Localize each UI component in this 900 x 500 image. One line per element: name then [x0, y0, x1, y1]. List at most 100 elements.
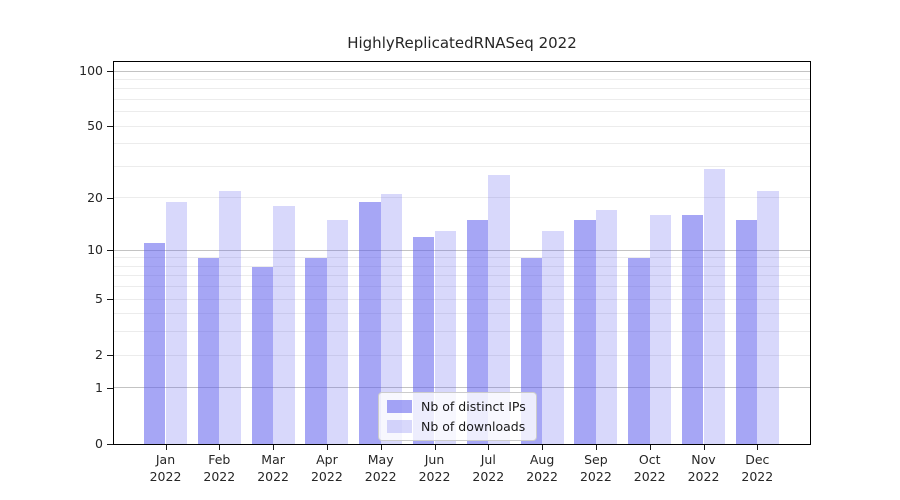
bar-nb-of-distinct-ips-feb-2022 — [197, 257, 220, 444]
y-tick-label-50: 50 — [87, 118, 103, 134]
x-tick-dec-2022 — [757, 445, 759, 450]
x-tick-label-line: 2022 — [203, 468, 236, 484]
y-tick-label-5: 5 — [95, 291, 103, 307]
y-tick-50 — [107, 125, 113, 127]
legend-swatch-distinct-ips — [387, 400, 412, 413]
y-tick-label-1: 1 — [95, 380, 103, 395]
bar-nb-of-distinct-ips-apr-2022 — [305, 257, 327, 444]
bar-nb-of-downloads-nov-2022 — [703, 169, 726, 444]
gridline-10 — [114, 249, 810, 251]
gridlines-layer — [114, 62, 810, 444]
gridline-80 — [114, 88, 810, 90]
x-tick-label-apr-2022: Apr 2022 — [295, 452, 359, 485]
x-tick-label-may-2022: May 2022 — [349, 452, 413, 485]
x-tick-label-line: Apr — [316, 452, 338, 467]
x-tick-may-2022 — [380, 445, 382, 450]
bar-nb-of-downloads-jan-2022 — [165, 201, 188, 444]
y-tick-100 — [107, 70, 113, 72]
bar-nb-of-downloads-jul-2022 — [488, 174, 510, 444]
x-tick-apr-2022 — [326, 445, 328, 450]
x-tick-label-line: 2022 — [687, 468, 720, 484]
y-tick-label-100: 100 — [79, 63, 103, 79]
legend-swatch-downloads — [387, 420, 412, 433]
gridline-9 — [114, 257, 810, 259]
gridline-2 — [114, 354, 810, 356]
bar-nb-of-distinct-ips-dec-2022 — [735, 220, 758, 444]
x-tick-label-jan-2022: Jan 2022 — [134, 452, 198, 485]
gridline-4 — [114, 313, 810, 315]
gridline-100 — [114, 70, 810, 72]
legend: Nb of distinct IPs Nb of downloads — [378, 392, 537, 441]
bar-nb-of-distinct-ips-mar-2022 — [251, 266, 274, 444]
y-tick-20 — [107, 197, 113, 199]
y-tick-5 — [107, 298, 113, 300]
x-tick-label-aug-2022: Aug 2022 — [510, 452, 574, 485]
gridline-70 — [114, 99, 810, 101]
bar-nb-of-downloads-may-2022 — [380, 194, 403, 444]
gridline-60 — [114, 111, 810, 113]
x-tick-label-line: 2022 — [364, 468, 397, 484]
x-tick-jul-2022 — [488, 445, 490, 450]
x-tick-label-oct-2022: Oct 2022 — [618, 452, 682, 485]
x-tick-label-line: Mar — [261, 452, 285, 467]
legend-row-distinct-ips: Nb of distinct IPs — [387, 399, 526, 414]
x-tick-aug-2022 — [542, 445, 544, 450]
x-tick-label-line: Jul — [480, 452, 496, 467]
x-tick-label-line: Feb — [208, 452, 231, 467]
y-tick-2 — [107, 354, 113, 356]
bar-nb-of-downloads-oct-2022 — [649, 215, 672, 444]
bar-nb-of-downloads-mar-2022 — [273, 206, 295, 444]
x-tick-label-sep-2022: Sep 2022 — [564, 452, 628, 485]
gridline-7 — [114, 275, 810, 277]
x-tick-label-jul-2022: Jul 2022 — [456, 452, 520, 485]
bar-nb-of-distinct-ips-nov-2022 — [681, 215, 704, 444]
y-tick-label-10: 10 — [87, 242, 103, 258]
gridline-20 — [114, 197, 810, 199]
x-tick-label-line: May — [367, 452, 394, 467]
bar-nb-of-downloads-aug-2022 — [542, 230, 564, 444]
x-tick-label-line: Dec — [745, 452, 770, 467]
bar-nb-of-distinct-ips-may-2022 — [359, 201, 381, 444]
bar-nb-of-downloads-dec-2022 — [757, 190, 779, 444]
x-tick-label-feb-2022: Feb 2022 — [187, 452, 251, 485]
gridline-6 — [114, 286, 810, 288]
chart-title: HighlyReplicatedRNASeq 2022 — [347, 34, 577, 52]
x-tick-feb-2022 — [219, 445, 221, 450]
x-tick-label-line: 2022 — [310, 468, 343, 484]
y-tick-1 — [107, 387, 113, 389]
x-tick-label-line: 2022 — [741, 468, 774, 484]
x-tick-jun-2022 — [434, 445, 436, 450]
legend-label-distinct-ips: Nb of distinct IPs — [421, 399, 526, 414]
gridline-30 — [114, 166, 810, 167]
bar-nb-of-downloads-sep-2022 — [595, 210, 618, 444]
legend-row-downloads: Nb of downloads — [387, 419, 526, 434]
bar-nb-of-distinct-ips-jan-2022 — [143, 243, 166, 444]
x-tick-label-line: Jun — [424, 452, 445, 467]
bar-nb-of-downloads-apr-2022 — [326, 220, 349, 444]
bar-nb-of-downloads-feb-2022 — [219, 190, 241, 444]
x-tick-label-dec-2022: Dec 2022 — [725, 452, 789, 485]
gridline-40 — [114, 143, 810, 145]
x-tick-label-line: 2022 — [257, 468, 289, 484]
plot-area: Nb of distinct IPs Nb of downloads — [113, 61, 811, 445]
x-tick-label-line: Oct — [638, 452, 661, 467]
x-tick-label-line: 2022 — [472, 468, 505, 484]
x-tick-label-line: Aug — [529, 452, 555, 467]
gridline-3 — [114, 331, 810, 333]
x-tick-label-mar-2022: Mar 2022 — [241, 452, 305, 485]
x-tick-label-line: 2022 — [579, 468, 612, 484]
bar-nb-of-distinct-ips-jul-2022 — [466, 220, 489, 444]
y-tick-label-20: 20 — [87, 190, 103, 205]
x-tick-nov-2022 — [703, 445, 705, 450]
x-tick-jan-2022 — [165, 445, 167, 450]
x-tick-label-line: Nov — [691, 452, 716, 467]
gridline-50 — [114, 125, 810, 127]
y-tick-0 — [107, 443, 113, 445]
x-tick-label-nov-2022: Nov 2022 — [672, 452, 736, 485]
x-tick-mar-2022 — [273, 445, 275, 450]
y-tick-10 — [107, 249, 113, 251]
x-tick-sep-2022 — [595, 445, 597, 450]
legend-label-downloads: Nb of downloads — [421, 419, 526, 434]
gridline-1 — [114, 387, 810, 389]
y-tick-label-2: 2 — [95, 347, 103, 363]
